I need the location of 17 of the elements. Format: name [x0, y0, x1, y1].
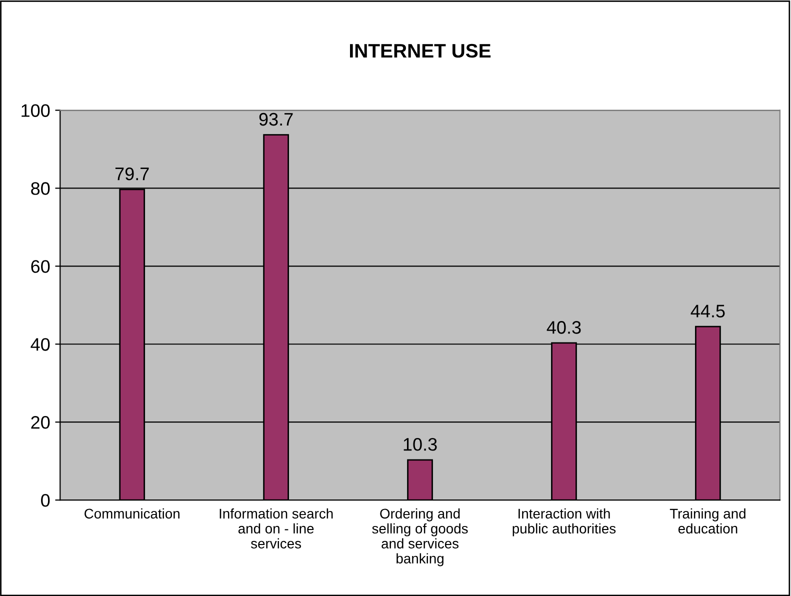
x-tick-label: Interaction with public authorities	[512, 508, 616, 536]
data-label: 44.5	[690, 304, 725, 318]
x-tick-label: Communication	[84, 508, 180, 519]
y-tick-label: 0	[41, 494, 50, 507]
y-tick-label: 80	[31, 182, 50, 195]
y-tick-label: 40	[30, 338, 50, 351]
x-tick-label: Information search and on - line services	[220, 508, 333, 548]
y-tick-label: 60	[31, 260, 50, 273]
data-label: 79.7	[115, 167, 149, 180]
data-label: 10.3	[404, 438, 437, 451]
x-tick-label: Training and education	[670, 508, 746, 534]
y-tick-label: 20	[31, 416, 50, 429]
x-tick-label: Ordering and selling of goods and services banking	[372, 508, 468, 566]
chart-title: INTERNET USE	[350, 44, 491, 58]
data-label: 40.3	[546, 321, 581, 334]
y-tick-label: 100	[22, 104, 50, 117]
data-label: 93.7	[259, 112, 293, 126]
